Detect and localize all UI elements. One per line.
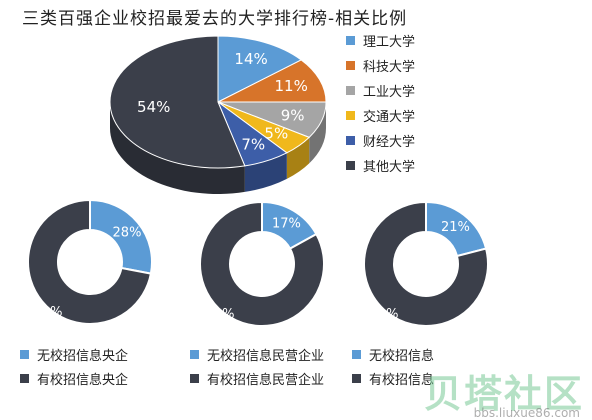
legend-swatch [20, 349, 29, 359]
legend-swatch [20, 373, 29, 383]
legend-swatch [352, 349, 361, 359]
pie-slice-side [286, 137, 310, 179]
legend-swatch [346, 61, 355, 70]
watermark-logo: 贝塔社区 [423, 372, 584, 416]
legend-item: 无校招信息央企 [20, 342, 128, 366]
main-legend: 理工大学 科技大学 工业大学 交通大学 财经大学 其他大学 [346, 28, 415, 178]
legend-item: 有校招信息民营企业 [190, 366, 324, 390]
data-label: 72% [34, 305, 63, 320]
donut-segment [27, 198, 153, 325]
legend-item: 理工大学 [346, 28, 415, 53]
chart-title: 三类百强企业校招最爱去的大学排行榜-相关比例 [22, 9, 408, 29]
donut-chart: 17% 83% [199, 200, 325, 327]
data-label: 11% [274, 77, 307, 95]
legend-swatch [346, 136, 355, 145]
donut-chart: 28% 72% [27, 198, 153, 325]
donut-segment [199, 200, 325, 327]
legend-label: 科技大学 [363, 60, 416, 75]
data-label: 17% [272, 217, 301, 232]
donut-3-legend: 无校招信息 有校招信息 [352, 342, 434, 390]
data-label: 54% [137, 98, 170, 116]
pie-slice [109, 35, 246, 169]
legend-label: 有校招信息民营企业 [207, 372, 325, 388]
legend-label: 有校招信息 [369, 372, 435, 388]
data-label: 21% [441, 220, 470, 235]
pie-slice-side [244, 152, 287, 192]
data-label: 7% [241, 135, 265, 153]
legend-item: 科技大学 [346, 53, 415, 78]
pie-slice-side [309, 102, 326, 164]
pie-slice-side [110, 102, 245, 194]
pie-slice [217, 35, 303, 103]
legend-swatch [346, 86, 355, 95]
data-label: 5% [264, 124, 288, 142]
donut-segment [363, 200, 489, 327]
legend-label: 财经大学 [363, 135, 416, 150]
legend-swatch [190, 373, 199, 383]
legend-item: 工业大学 [346, 78, 415, 103]
legend-swatch [346, 111, 355, 120]
legend-swatch [346, 36, 355, 45]
donut-2-legend: 无校招信息民营企业 有校招信息民营企业 [190, 342, 324, 390]
legend-swatch [352, 373, 361, 383]
pie-side-layer [110, 102, 326, 194]
donut-chart: 21% 79% [363, 200, 489, 327]
pie-top-layer [109, 35, 327, 169]
legend-label: 理工大学 [363, 35, 416, 50]
legend-label: 有校招信息央企 [37, 372, 129, 388]
pie-slice [217, 59, 327, 103]
data-label: 83% [206, 307, 235, 322]
data-label: 9% [281, 106, 305, 124]
legend-item: 财经大学 [346, 128, 415, 153]
legend-label: 交通大学 [363, 110, 416, 125]
legend-label: 无校招信息 [369, 348, 435, 364]
legend-item: 有校招信息央企 [20, 366, 128, 390]
data-label: 14% [234, 50, 267, 68]
legend-label: 无校招信息央企 [37, 348, 129, 364]
legend-item: 交通大学 [346, 103, 415, 128]
legend-item: 无校招信息民营企业 [190, 342, 324, 366]
legend-item: 有校招信息 [352, 366, 434, 390]
watermark-url: bbs.liuxue86.com [473, 406, 580, 420]
data-label: 28% [113, 225, 142, 240]
legend-item: 其他大学 [346, 153, 415, 178]
legend-label: 其他大学 [363, 160, 416, 175]
legend-item: 无校招信息 [352, 342, 434, 366]
legend-swatch [346, 161, 355, 170]
legend-label: 无校招信息民营企业 [207, 348, 325, 364]
legend-swatch [190, 349, 199, 359]
legend-label: 工业大学 [363, 85, 416, 100]
donut-segment [89, 198, 153, 275]
data-label: 79% [370, 307, 399, 322]
donut-1-legend: 无校招信息央企 有校招信息央企 [20, 342, 128, 390]
